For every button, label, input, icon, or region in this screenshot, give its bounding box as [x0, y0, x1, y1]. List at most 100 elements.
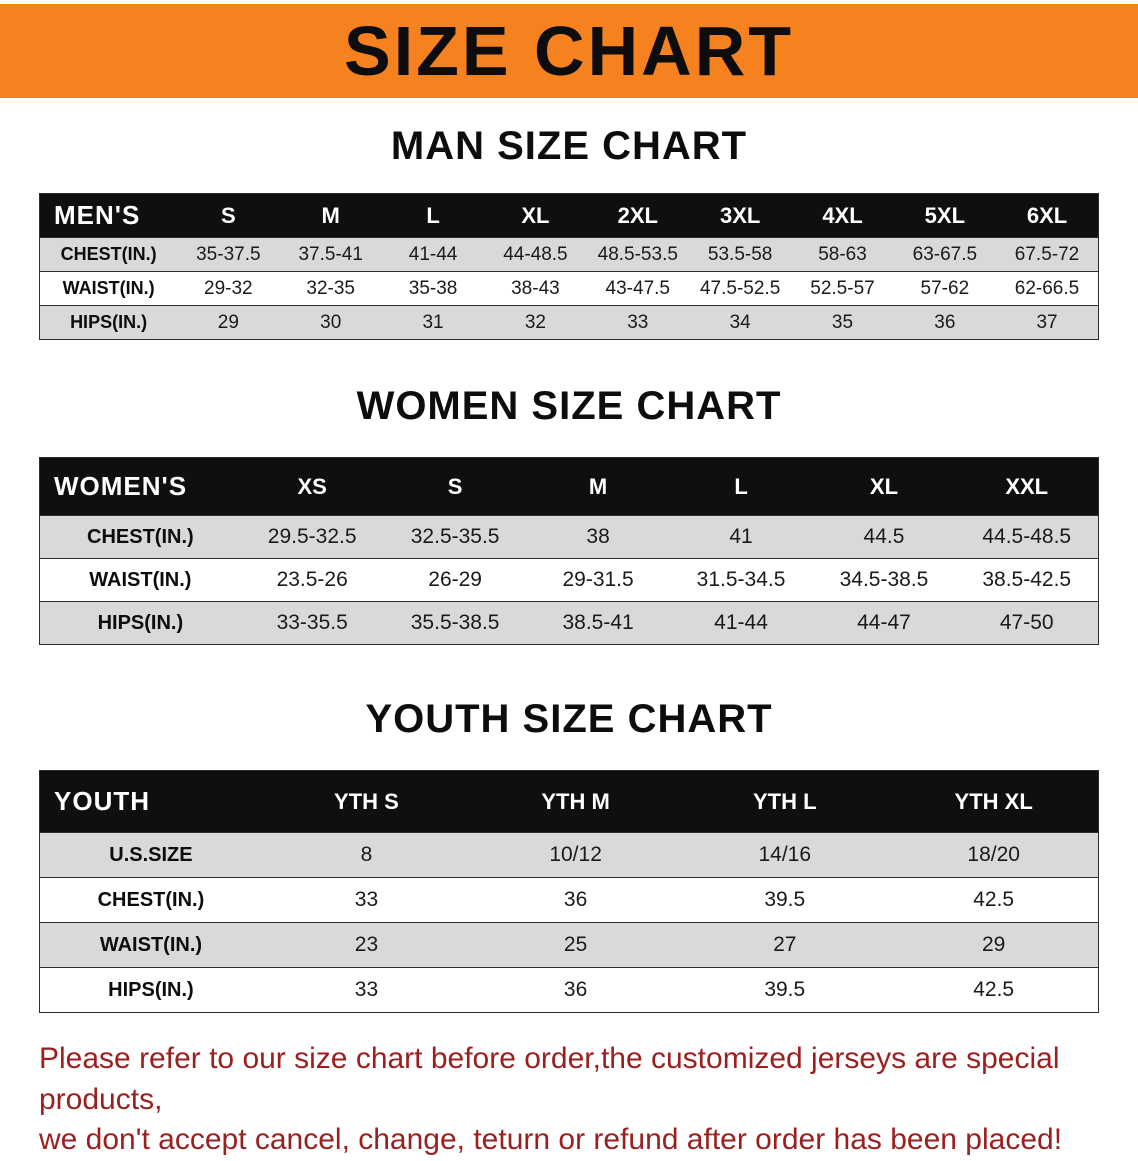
men-table-header-row: MEN'S S M L XL 2XL 3XL 4XL 5XL 6XL	[39, 193, 1099, 238]
size-value-cell: 36	[563, 888, 588, 911]
women-column-header: S	[447, 473, 463, 499]
youth-waist-row: WAIST(IN.) 23 25 27 29	[39, 922, 1099, 968]
size-chart-banner: SIZE CHART	[0, 0, 1138, 98]
size-value-cell: 35-38	[408, 277, 458, 299]
size-value-cell: 31	[422, 311, 444, 333]
size-value-cell: 37	[1036, 311, 1058, 333]
row-label: WAIST(IN.)	[62, 278, 155, 298]
size-value-cell: 33	[354, 888, 379, 911]
size-value-cell: 62-66.5	[1014, 277, 1080, 299]
size-value-cell: 37.5-41	[298, 243, 363, 265]
men-column-header: XL	[521, 202, 550, 228]
size-value-cell: 23.5-26	[276, 568, 348, 591]
size-value-cell: 29.5-32.5	[267, 525, 357, 548]
size-value-cell: 10/12	[549, 843, 602, 866]
row-label: HIPS(IN.)	[70, 312, 148, 332]
size-value-cell: 35-37.5	[196, 243, 261, 265]
women-column-header: M	[588, 473, 608, 499]
size-value-cell: 33	[627, 311, 649, 333]
women-hips-row: HIPS(IN.) 33-35.5 35.5-38.5 38.5-41 41-4…	[39, 601, 1099, 645]
men-column-header: 2XL	[617, 202, 658, 228]
size-value-cell: 34	[729, 311, 751, 333]
size-value-cell: 14/16	[758, 843, 812, 866]
men-column-header: 5XL	[924, 202, 966, 228]
size-value-cell: 47.5-52.5	[699, 277, 781, 299]
row-label: WAIST(IN.)	[99, 933, 203, 956]
men-column-header: 3XL	[719, 202, 761, 228]
men-column-header: 6XL	[1026, 202, 1068, 228]
size-value-cell: 38	[586, 525, 610, 548]
size-value-cell: 44.5	[863, 525, 905, 548]
youth-column-header: YTH XL	[954, 788, 1033, 814]
size-value-cell: 41-44	[408, 243, 458, 265]
youth-table-corner-label: YOUTH	[54, 786, 150, 816]
men-chest-row: CHEST(IN.) 35-37.5 37.5-41 41-44 44-48.5…	[39, 237, 1099, 272]
youth-chest-row: CHEST(IN.) 33 36 39.5 42.5	[39, 877, 1099, 923]
size-value-cell: 39.5	[764, 888, 806, 911]
women-column-header: XS	[297, 473, 327, 499]
size-value-cell: 67.5-72	[1014, 243, 1080, 265]
size-value-cell: 29	[217, 311, 239, 333]
women-table-corner-label: WOMEN'S	[54, 471, 188, 501]
men-waist-row: WAIST(IN.) 29-32 32-35 35-38 38-43 43-47…	[39, 271, 1099, 306]
men-column-header: S	[220, 202, 236, 228]
size-value-cell: 30	[320, 311, 342, 333]
men-column-header: 4XL	[822, 202, 863, 228]
size-value-cell: 29	[981, 933, 1006, 956]
size-value-cell: 44-48.5	[503, 243, 568, 265]
size-value-cell: 31.5-34.5	[696, 568, 786, 591]
size-value-cell: 32.5-35.5	[410, 525, 500, 548]
size-value-cell: 8	[360, 843, 373, 866]
women-table-header-row: WOMEN'S XS S M L XL XXL	[39, 457, 1099, 516]
women-column-header: XXL	[1005, 473, 1049, 499]
size-value-cell: 33-35.5	[276, 611, 348, 634]
size-value-cell: 39.5	[764, 978, 806, 1001]
women-size-table: WOMEN'S XS S M L XL XXL CHEST(IN.) 29.5-…	[39, 457, 1099, 645]
row-label: HIPS(IN.)	[97, 611, 184, 634]
youth-table-header-row: YOUTH YTH S YTH M YTH L YTH XL	[39, 770, 1099, 833]
size-value-cell: 41	[729, 525, 753, 548]
youth-hips-row: HIPS(IN.) 33 36 39.5 42.5	[39, 967, 1099, 1013]
size-value-cell: 35	[831, 311, 854, 333]
size-value-cell: 52.5-57	[810, 277, 875, 299]
size-value-cell: 47-50	[999, 611, 1054, 634]
size-value-cell: 34.5-38.5	[839, 568, 929, 591]
youth-section-heading: YOUTH SIZE CHART	[365, 697, 773, 741]
row-label: CHEST(IN.)	[60, 244, 157, 264]
size-value-cell: 53.5-58	[707, 243, 773, 265]
women-chest-row: CHEST(IN.) 29.5-32.5 32.5-35.5 38 41 44.…	[39, 515, 1099, 559]
size-value-cell: 29-32	[204, 277, 253, 299]
men-section-heading: MAN SIZE CHART	[390, 124, 748, 168]
size-value-cell: 42.5	[973, 888, 1015, 911]
row-label: HIPS(IN.)	[108, 978, 194, 1001]
youth-column-header: YTH S	[334, 788, 399, 814]
men-table-corner-label: MEN'S	[54, 200, 141, 230]
size-value-cell: 38.5-41	[562, 611, 634, 634]
size-value-cell: 18/20	[967, 843, 1020, 866]
size-value-cell: 42.5	[973, 978, 1015, 1001]
size-value-cell: 38.5-42.5	[982, 568, 1072, 591]
size-value-cell: 63-67.5	[912, 243, 978, 265]
size-value-cell: 27	[773, 933, 797, 956]
disclaimer-text: Please refer to our size chart before or…	[39, 1039, 1099, 1161]
women-column-header: L	[734, 473, 748, 499]
size-value-cell: 25	[563, 933, 588, 956]
youth-column-header: YTH L	[752, 788, 817, 814]
size-value-cell: 29-31.5	[562, 568, 634, 591]
size-value-cell: 32-35	[306, 277, 355, 299]
size-value-cell: 23	[354, 933, 379, 956]
banner-title: SIZE CHART	[344, 12, 794, 90]
size-value-cell: 36	[563, 978, 588, 1001]
size-value-cell: 33	[354, 978, 379, 1001]
size-value-cell: 41-44	[714, 611, 768, 634]
men-column-header: M	[321, 202, 340, 228]
men-column-header: L	[426, 202, 440, 228]
row-label: CHEST(IN.)	[87, 525, 194, 548]
size-value-cell: 36	[934, 311, 956, 333]
size-value-cell: 48.5-53.5	[597, 243, 678, 265]
men-size-table: MEN'S S M L XL 2XL 3XL 4XL 5XL 6XL CHEST…	[39, 193, 1099, 340]
youth-ussize-row: U.S.SIZE 8 10/12 14/16 18/20	[39, 832, 1099, 878]
size-value-cell: 44.5-48.5	[982, 525, 1072, 548]
women-section-heading: WOMEN SIZE CHART	[356, 384, 782, 428]
row-label: WAIST(IN.)	[89, 568, 192, 591]
